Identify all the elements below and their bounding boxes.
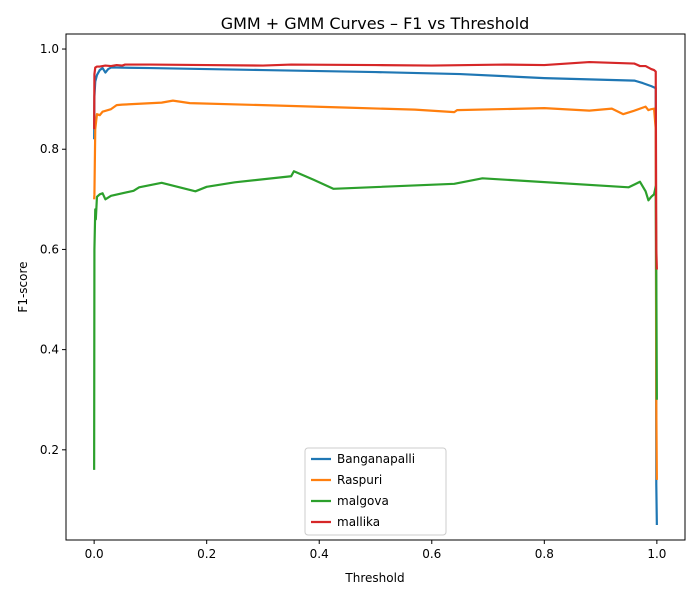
y-tick-label: 0.2 [40,443,59,457]
y-tick-label: 0.6 [40,242,59,256]
legend-label-raspuri: Raspuri [337,473,382,487]
y-tick-label: 1.0 [40,42,59,56]
legend-items: Banganapalli Raspuri malgova mallika [311,452,415,529]
plot-frame [65,33,686,541]
y-tick-label: 0.4 [40,343,59,357]
series-line-malgova [93,170,658,470]
legend: Banganapalli Raspuri malgova mallika [304,447,447,536]
legend-box [304,447,447,536]
series-line-raspuri [93,99,658,480]
y-tick-label: 0.8 [40,142,59,156]
x-tick-label: 0.4 [310,547,329,561]
x-axis-label: Threshold [344,571,404,585]
legend-label-malgova: malgova [337,494,389,508]
x-axis-ticks: 0.0 0.2 0.4 0.6 0.8 1.0 [85,540,666,561]
x-tick-label: 1.0 [647,547,666,561]
x-tick-label: 0.0 [85,547,104,561]
series-lines [93,60,658,525]
chart-title: GMM + GMM Curves – F1 vs Threshold [221,14,530,33]
y-axis-label: F1-score [16,261,30,312]
legend-label-mallika: mallika [337,515,380,529]
plot-area: 0.0 0.2 0.4 0.6 0.8 1.0 0.2 0.4 0.6 0.8 1.0 [40,33,686,561]
series-line-banganapalli [93,66,658,525]
x-tick-label: 0.6 [422,547,441,561]
x-tick-label: 0.8 [535,547,554,561]
y-axis-ticks: 0.2 0.4 0.6 0.8 1.0 [40,42,66,457]
series-line-mallika [93,60,658,270]
legend-label-banganapalli: Banganapalli [337,452,415,466]
x-tick-label: 0.2 [197,547,216,561]
